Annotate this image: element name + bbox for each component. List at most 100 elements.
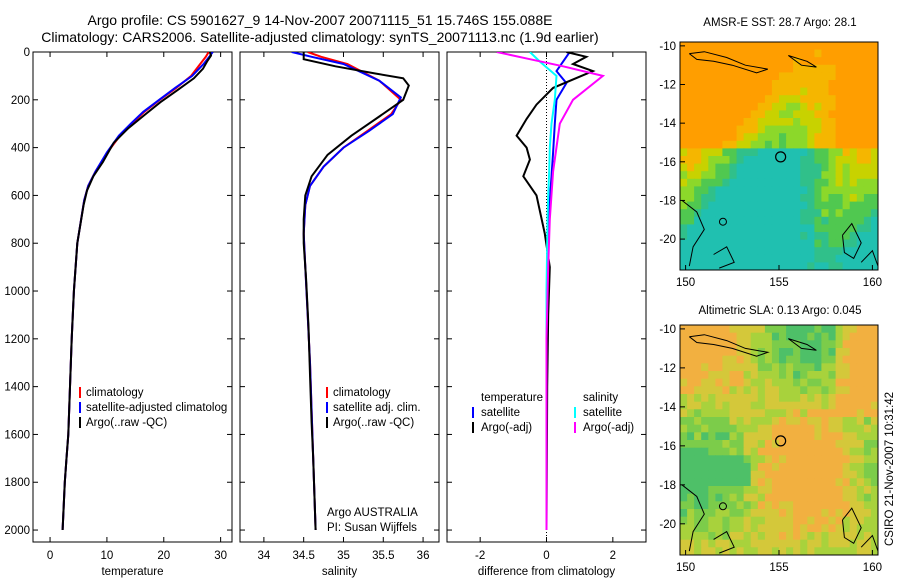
map-cell — [856, 87, 865, 96]
map-cell — [694, 355, 702, 364]
map-cell — [729, 262, 738, 270]
map-cell — [701, 325, 709, 334]
map-cell — [800, 254, 808, 263]
legend-label: Argo(-adj) — [481, 422, 532, 434]
map-cell — [779, 455, 787, 464]
map-cell — [715, 524, 724, 533]
map-cell — [701, 80, 709, 89]
map-cell — [849, 49, 858, 58]
map-cell — [722, 371, 731, 380]
map-cell — [771, 532, 780, 541]
map-cell — [750, 254, 759, 263]
map-cell — [800, 401, 808, 410]
map-cell — [687, 355, 695, 364]
map-cell — [786, 440, 794, 449]
map-cell — [736, 440, 745, 449]
map-cell — [842, 163, 851, 172]
map-cell — [793, 355, 801, 364]
map-cell — [701, 493, 709, 502]
map-cell — [870, 524, 878, 533]
map-cell — [715, 355, 724, 364]
map-cell — [764, 87, 773, 96]
map-cell — [722, 118, 731, 127]
map-cell — [757, 340, 766, 349]
map-cell — [771, 140, 780, 149]
map-cell — [771, 424, 780, 433]
map-cell — [708, 140, 716, 149]
map-cell — [807, 95, 815, 104]
map-cell — [771, 186, 780, 195]
map-cell — [814, 125, 823, 134]
map-cell — [807, 424, 815, 433]
map-cell — [870, 463, 878, 472]
map-cell — [701, 363, 709, 372]
map-cell — [849, 509, 858, 518]
map-cell — [701, 140, 709, 149]
map-cell — [870, 171, 878, 180]
map-cell — [828, 254, 837, 263]
map-cell — [779, 394, 787, 403]
map-cell — [771, 371, 780, 380]
map-cell — [800, 340, 808, 349]
map-cell — [708, 72, 716, 81]
map-cell — [842, 532, 851, 541]
map-cell — [863, 363, 872, 372]
y-tick-label: 2000 — [4, 525, 30, 537]
map-cell — [828, 547, 837, 555]
map-cell — [828, 486, 837, 495]
map-cell — [870, 440, 878, 449]
map-cell — [793, 363, 801, 372]
x-tick-label: 36 — [417, 550, 430, 562]
map-cell — [828, 394, 837, 403]
map-cell — [786, 64, 794, 73]
map-cell — [849, 72, 858, 81]
map-cell — [793, 194, 801, 203]
map-cell — [856, 447, 865, 456]
map-cell — [779, 493, 787, 502]
map-cell — [835, 509, 844, 518]
map-cell — [750, 80, 759, 89]
x-tick-label: 155 — [769, 562, 788, 574]
map-cell — [807, 118, 815, 127]
map-cell — [715, 463, 724, 472]
map-cell — [807, 355, 815, 364]
map-cell — [828, 49, 837, 58]
map-cell — [856, 156, 865, 165]
coastline — [713, 246, 735, 269]
map-cell — [694, 440, 702, 449]
map-cell — [764, 424, 773, 433]
map-cell — [842, 409, 851, 418]
map-cell — [821, 186, 830, 195]
map-cell — [687, 463, 695, 472]
map-cell — [722, 254, 731, 263]
map-cell — [708, 194, 716, 203]
map-cell — [807, 201, 815, 210]
map-cell — [800, 163, 808, 172]
map-cell — [750, 547, 759, 555]
map-cell — [842, 478, 851, 487]
map-cell — [828, 42, 837, 51]
map-cell — [793, 524, 801, 533]
coastline — [788, 338, 817, 351]
map-cell — [764, 417, 773, 426]
map-cell — [764, 509, 773, 518]
map-cell — [743, 148, 752, 157]
map-cell — [842, 42, 851, 51]
map-cell — [800, 95, 808, 104]
map-cell — [807, 163, 815, 172]
map-cell — [764, 409, 773, 418]
map-cell — [680, 163, 688, 172]
map-cell — [750, 118, 759, 127]
map-cell — [807, 232, 815, 241]
map-cell — [807, 133, 815, 142]
map-cell — [856, 262, 865, 270]
map-cell — [842, 486, 851, 495]
map-cell — [800, 118, 808, 127]
map-cell — [694, 424, 702, 433]
map-cell — [757, 239, 766, 248]
map-cell — [722, 201, 731, 210]
map-cell — [779, 49, 787, 58]
map-cell — [863, 178, 872, 187]
map-cell — [680, 125, 688, 134]
map-cell — [821, 509, 830, 518]
